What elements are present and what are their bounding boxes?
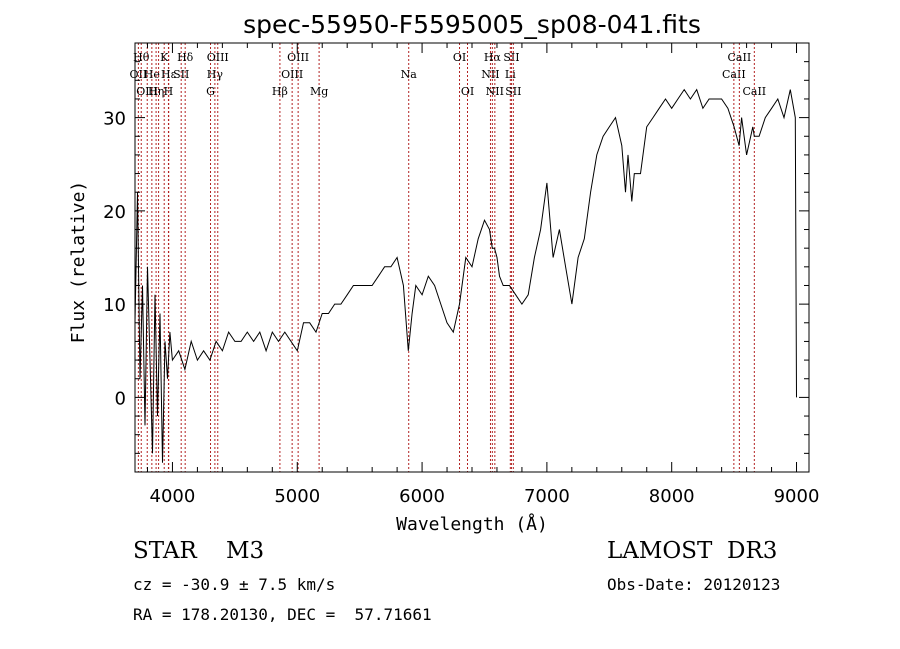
line-label-0: OII <box>130 68 148 81</box>
line-label-19: OI <box>453 51 466 64</box>
line-label-8: Hε <box>161 68 177 81</box>
x-tick-label: 7000 <box>524 486 570 507</box>
line-label-2: OIII <box>136 85 158 98</box>
line-label-23: NII <box>486 85 504 98</box>
line-label-4: Hη <box>148 85 164 98</box>
x-axis-label: Wavelength (Å) <box>396 513 548 535</box>
line-label-15: OIII <box>281 68 303 81</box>
line-label-16: OIII <box>287 51 309 64</box>
x-axis: 4000 5000 6000 7000 8000 9000 <box>146 43 820 507</box>
line-label-24: Li <box>505 68 516 81</box>
x-tick-label: 6000 <box>399 486 445 507</box>
survey-name: LAMOST DR3 <box>607 538 778 564</box>
x-tick-label: 4000 <box>150 486 196 507</box>
line-label-1: Hθ <box>133 51 150 64</box>
spectrum-series <box>134 88 797 463</box>
redshift-velocity: cz = -30.9 ± 7.5 km/s <box>133 575 336 594</box>
line-label-28: CaII <box>728 51 752 64</box>
y-axis-label: Flux (relative) <box>68 181 89 344</box>
y-tick-label: 30 <box>103 109 126 130</box>
line-label-26: SII <box>505 85 521 98</box>
sky-coordinates: RA = 178.20130, DEC = 57.71661 <box>133 605 432 624</box>
line-label-11: G <box>206 85 215 98</box>
line-label-9: SII <box>173 68 189 81</box>
line-label-18: Na <box>401 68 418 81</box>
object-class: STAR M3 <box>133 538 265 564</box>
x-tick-label: 9000 <box>774 486 820 507</box>
line-label-6: K <box>160 51 169 64</box>
line-label-17: Mg <box>310 85 328 98</box>
observation-date: Obs-Date: 20120123 <box>607 575 781 594</box>
line-label-3: He <box>144 68 160 81</box>
x-tick-label: 8000 <box>649 486 695 507</box>
spectrum-line-0 <box>134 88 797 463</box>
chart-title: spec-55950-F5595005_sp08-041.fits <box>243 10 701 39</box>
y-tick-label: 20 <box>103 202 126 223</box>
line-label-20: OI <box>461 85 474 98</box>
y-tick-label: 0 <box>115 388 126 409</box>
y-tick-label: 10 <box>103 295 126 316</box>
line-label-27: CaII <box>722 68 746 81</box>
line-label-22: Hα <box>484 51 502 64</box>
line-label-25: SII <box>503 51 519 64</box>
y-axis: 0 10 20 30 <box>103 61 809 454</box>
line-label-10: Hδ <box>177 51 194 64</box>
line-label-14: Hβ <box>272 85 288 98</box>
line-label-13: OIII <box>207 51 229 64</box>
line-label-29: CaII <box>742 85 766 98</box>
plot-frame <box>134 42 810 473</box>
line-label-12: Hγ <box>207 68 224 81</box>
x-tick-label: 5000 <box>274 486 320 507</box>
line-label-21: NII <box>481 68 499 81</box>
